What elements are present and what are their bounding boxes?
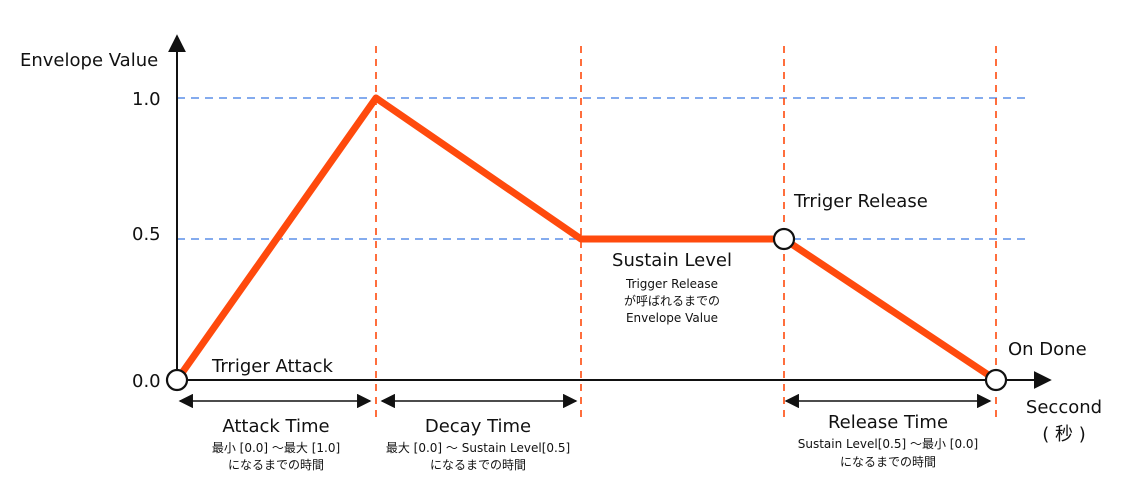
x-axis-unit: ( 秒 ) xyxy=(1042,424,1086,445)
release-time-range: Sustain Level[0.5] ～最小 [0.0] xyxy=(798,437,979,451)
attack-time-title: Attack Time xyxy=(222,416,329,437)
event-markers xyxy=(165,227,1008,392)
sustain-note-line-1: Trigger Release xyxy=(625,277,718,291)
marker-trigger-release xyxy=(772,227,796,251)
trigger-attack-label: Trriger Attack xyxy=(211,356,333,377)
sustain-note-line-3: Envelope Value xyxy=(626,311,718,325)
on-done-label: On Done xyxy=(1008,339,1087,360)
attack-time-note: になるまでの時間 xyxy=(228,458,324,472)
phase-divider-lines xyxy=(375,46,997,418)
decay-time-title: Decay Time xyxy=(425,416,531,437)
decay-time-range: 最大 [0.0] ～ Sustain Level[0.5] xyxy=(386,441,570,455)
y-tick-1-0: 1.0 xyxy=(132,89,161,110)
sustain-level-title: Sustain Level xyxy=(612,250,732,271)
marker-on-done xyxy=(984,368,1008,392)
marker-trigger-attack xyxy=(165,368,189,392)
y-tick-0-0: 0.0 xyxy=(132,371,161,392)
sustain-note-line-2: が呼ばれるまでの xyxy=(624,293,720,308)
release-time-title: Release Time xyxy=(828,412,948,433)
attack-time-range: 最小 [0.0] ～最大 [1.0] xyxy=(212,441,340,455)
decay-time-note: になるまでの時間 xyxy=(430,458,526,472)
envelope-line xyxy=(173,94,1000,384)
trigger-release-label: Trriger Release xyxy=(793,191,928,212)
level-grid-lines xyxy=(177,97,1030,240)
y-axis-title: Envelope Value xyxy=(20,50,158,71)
x-axis-title: Seccond xyxy=(1026,397,1102,418)
release-time-note: になるまでの時間 xyxy=(840,455,936,469)
y-tick-0-5: 0.5 xyxy=(132,224,161,245)
